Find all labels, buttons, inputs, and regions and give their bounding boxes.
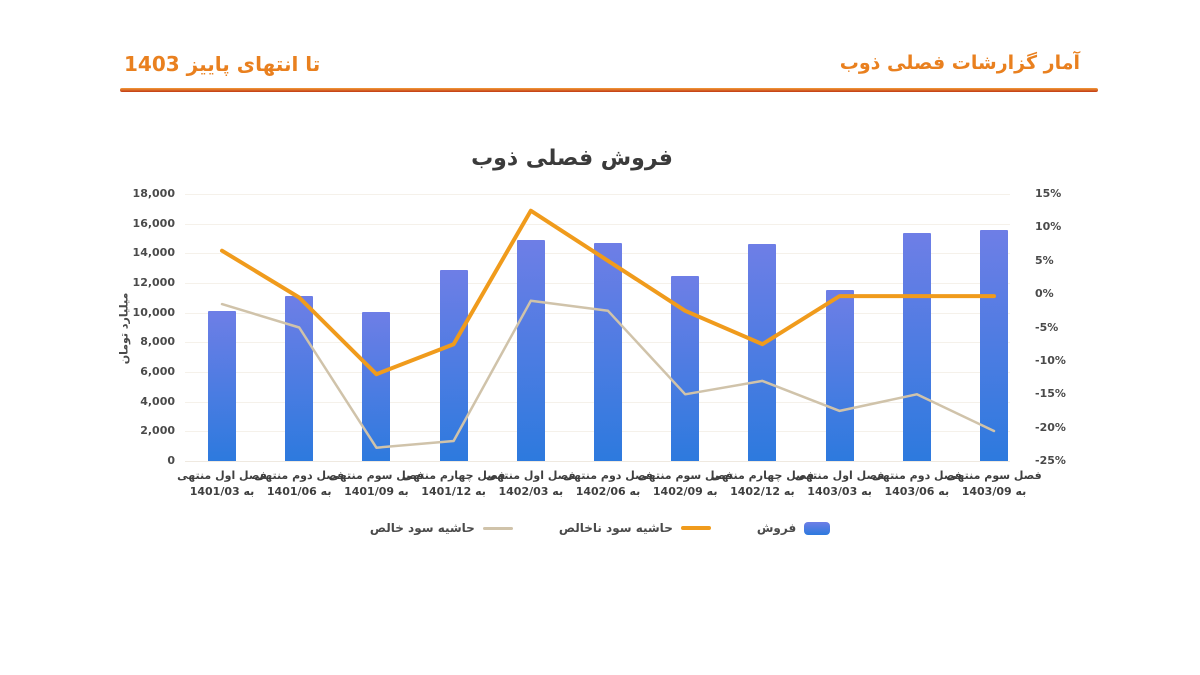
legend-item: حاشیه سود ناخالص bbox=[559, 521, 711, 535]
x-axis-label-season: فصل سوم منتهی bbox=[637, 469, 733, 482]
x-axis-label: فصل چهارم منتهی به 1401/12 bbox=[402, 468, 506, 500]
left-axis-tick: 14,000 bbox=[132, 246, 175, 260]
x-axis-label: فصل دوم منتهی به 1402/06 bbox=[556, 468, 660, 500]
x-axis-label-date: به 1402/09 bbox=[652, 485, 718, 498]
left-axis-tick: 18,000 bbox=[132, 187, 175, 200]
sales-bar bbox=[362, 311, 391, 461]
x-axis-label-date: به 1401/03 bbox=[189, 485, 255, 498]
net-margin-line bbox=[220, 299, 996, 449]
sales-bar bbox=[748, 243, 777, 461]
right-axis-tick: 0% bbox=[1035, 287, 1054, 301]
left-axis-tick: 2,000 bbox=[140, 424, 175, 438]
x-axis-label-date: به 1401/12 bbox=[421, 485, 486, 498]
left-axis-tick: 8,000 bbox=[140, 335, 175, 349]
x-axis-label-season: فصل اول منتهی bbox=[177, 469, 267, 482]
sales-bar bbox=[980, 229, 1008, 461]
x-axis-label-season: فصل سوم منتهی bbox=[946, 469, 1042, 482]
margin-lines-layer bbox=[220, 208, 996, 449]
right-axis-tick: 5% bbox=[1035, 253, 1054, 267]
left-axis-tick: 16,000 bbox=[132, 216, 175, 230]
x-axis-label-season: فصل دوم منتهی bbox=[254, 469, 345, 482]
x-axis-label-date: به 1401/09 bbox=[344, 485, 409, 498]
x-axis-label-date: به 1402/06 bbox=[575, 485, 641, 498]
x-axis-label: فصل چهارم منتهی به 1402/12 bbox=[710, 468, 814, 500]
left-axis-tick: 12,000 bbox=[132, 276, 175, 289]
legend-label: حاشیه سود ناخالص bbox=[558, 521, 673, 535]
left-axis-tick: 6,000 bbox=[140, 365, 175, 378]
x-axis-label-season: فصل اول منتهی bbox=[794, 469, 885, 482]
report-title: آمار گزارشات فصلی ذوب bbox=[839, 52, 1080, 74]
right-axis-tick: -20% bbox=[1035, 420, 1066, 434]
gridline bbox=[185, 223, 1010, 225]
left-axis-tick: 0 bbox=[167, 454, 175, 467]
right-axis-tick: -10% bbox=[1035, 353, 1066, 367]
sales-bar bbox=[594, 243, 622, 461]
x-axis-label: فصل سوم منتهی به 1403/09 bbox=[942, 468, 1046, 500]
sales-swatch bbox=[804, 521, 831, 535]
x-axis-label: فصل اول منتهی به 1402/03 bbox=[479, 468, 583, 500]
right-axis-tick: -15% bbox=[1035, 387, 1066, 401]
legend-label: فروش bbox=[756, 521, 797, 535]
legend-item: فروش bbox=[756, 521, 831, 535]
x-axis-label-date: به 1402/12 bbox=[730, 485, 795, 498]
x-axis-label-season: فصل دوم منتهی bbox=[562, 469, 654, 482]
x-axis-label: فصل اول منتهی به 1401/03 bbox=[170, 468, 274, 500]
x-axis-label-date: به 1402/03 bbox=[498, 485, 564, 498]
sales-bar bbox=[516, 240, 545, 461]
x-axis-label-season: فصل چهارم منتهی bbox=[710, 469, 815, 482]
right-axis-tick: -25% bbox=[1035, 454, 1066, 467]
x-axis-label: فصل سوم منتهی به 1402/09 bbox=[633, 468, 737, 500]
sales-bar bbox=[208, 311, 236, 461]
chart-title: فروش فصلی ذوب bbox=[471, 146, 673, 171]
legend-item: حاشیه سود خالص bbox=[370, 521, 513, 535]
x-axis-label: فصل سوم منتهی به 1401/09 bbox=[324, 468, 428, 500]
left-axis-tick: 10,000 bbox=[132, 305, 175, 319]
x-axis-label: فصل اول منتهی به 1403/03 bbox=[788, 468, 892, 500]
left-axis-tick: 4,000 bbox=[140, 394, 175, 408]
x-axis-label: فصل دوم منتهی به 1403/06 bbox=[865, 468, 969, 500]
gridline bbox=[185, 461, 1010, 462]
x-axis-label: فصل دوم منتهی به 1401/06 bbox=[247, 468, 351, 500]
x-axis-label-date: به 1403/06 bbox=[884, 485, 950, 498]
net-margin-swatch bbox=[482, 526, 513, 530]
x-axis-label-season: فصل سوم منتهی bbox=[328, 469, 425, 482]
x-axis-label-date: به 1403/03 bbox=[807, 485, 872, 498]
x-axis-label-season: فصل چهارم منتهی bbox=[401, 469, 506, 482]
report-period-label: تا انتهای پاییز 1403 bbox=[124, 52, 321, 76]
gross-margin-line bbox=[220, 208, 996, 377]
x-axis-label-season: فصل اول منتهی bbox=[485, 469, 576, 482]
x-axis-label-date: به 1401/06 bbox=[266, 485, 332, 498]
chart-legend: فروش حاشیه سود ناخالص حاشیه سود خالص bbox=[0, 521, 1200, 535]
right-axis-tick: -5% bbox=[1035, 320, 1059, 334]
header-divider bbox=[120, 88, 1098, 92]
sales-bar bbox=[439, 269, 468, 461]
legend-label: حاشیه سود خالص bbox=[369, 521, 475, 535]
x-axis-label-season: فصل دوم منتهی bbox=[871, 469, 962, 482]
sales-bar bbox=[825, 290, 854, 461]
gridline bbox=[185, 194, 1010, 195]
gross-margin-swatch bbox=[680, 526, 711, 530]
right-axis-tick: 15% bbox=[1035, 187, 1062, 200]
sales-bar bbox=[902, 232, 931, 461]
x-axis-label-date: به 1403/09 bbox=[961, 485, 1027, 498]
right-axis-tick: 10% bbox=[1035, 220, 1062, 234]
